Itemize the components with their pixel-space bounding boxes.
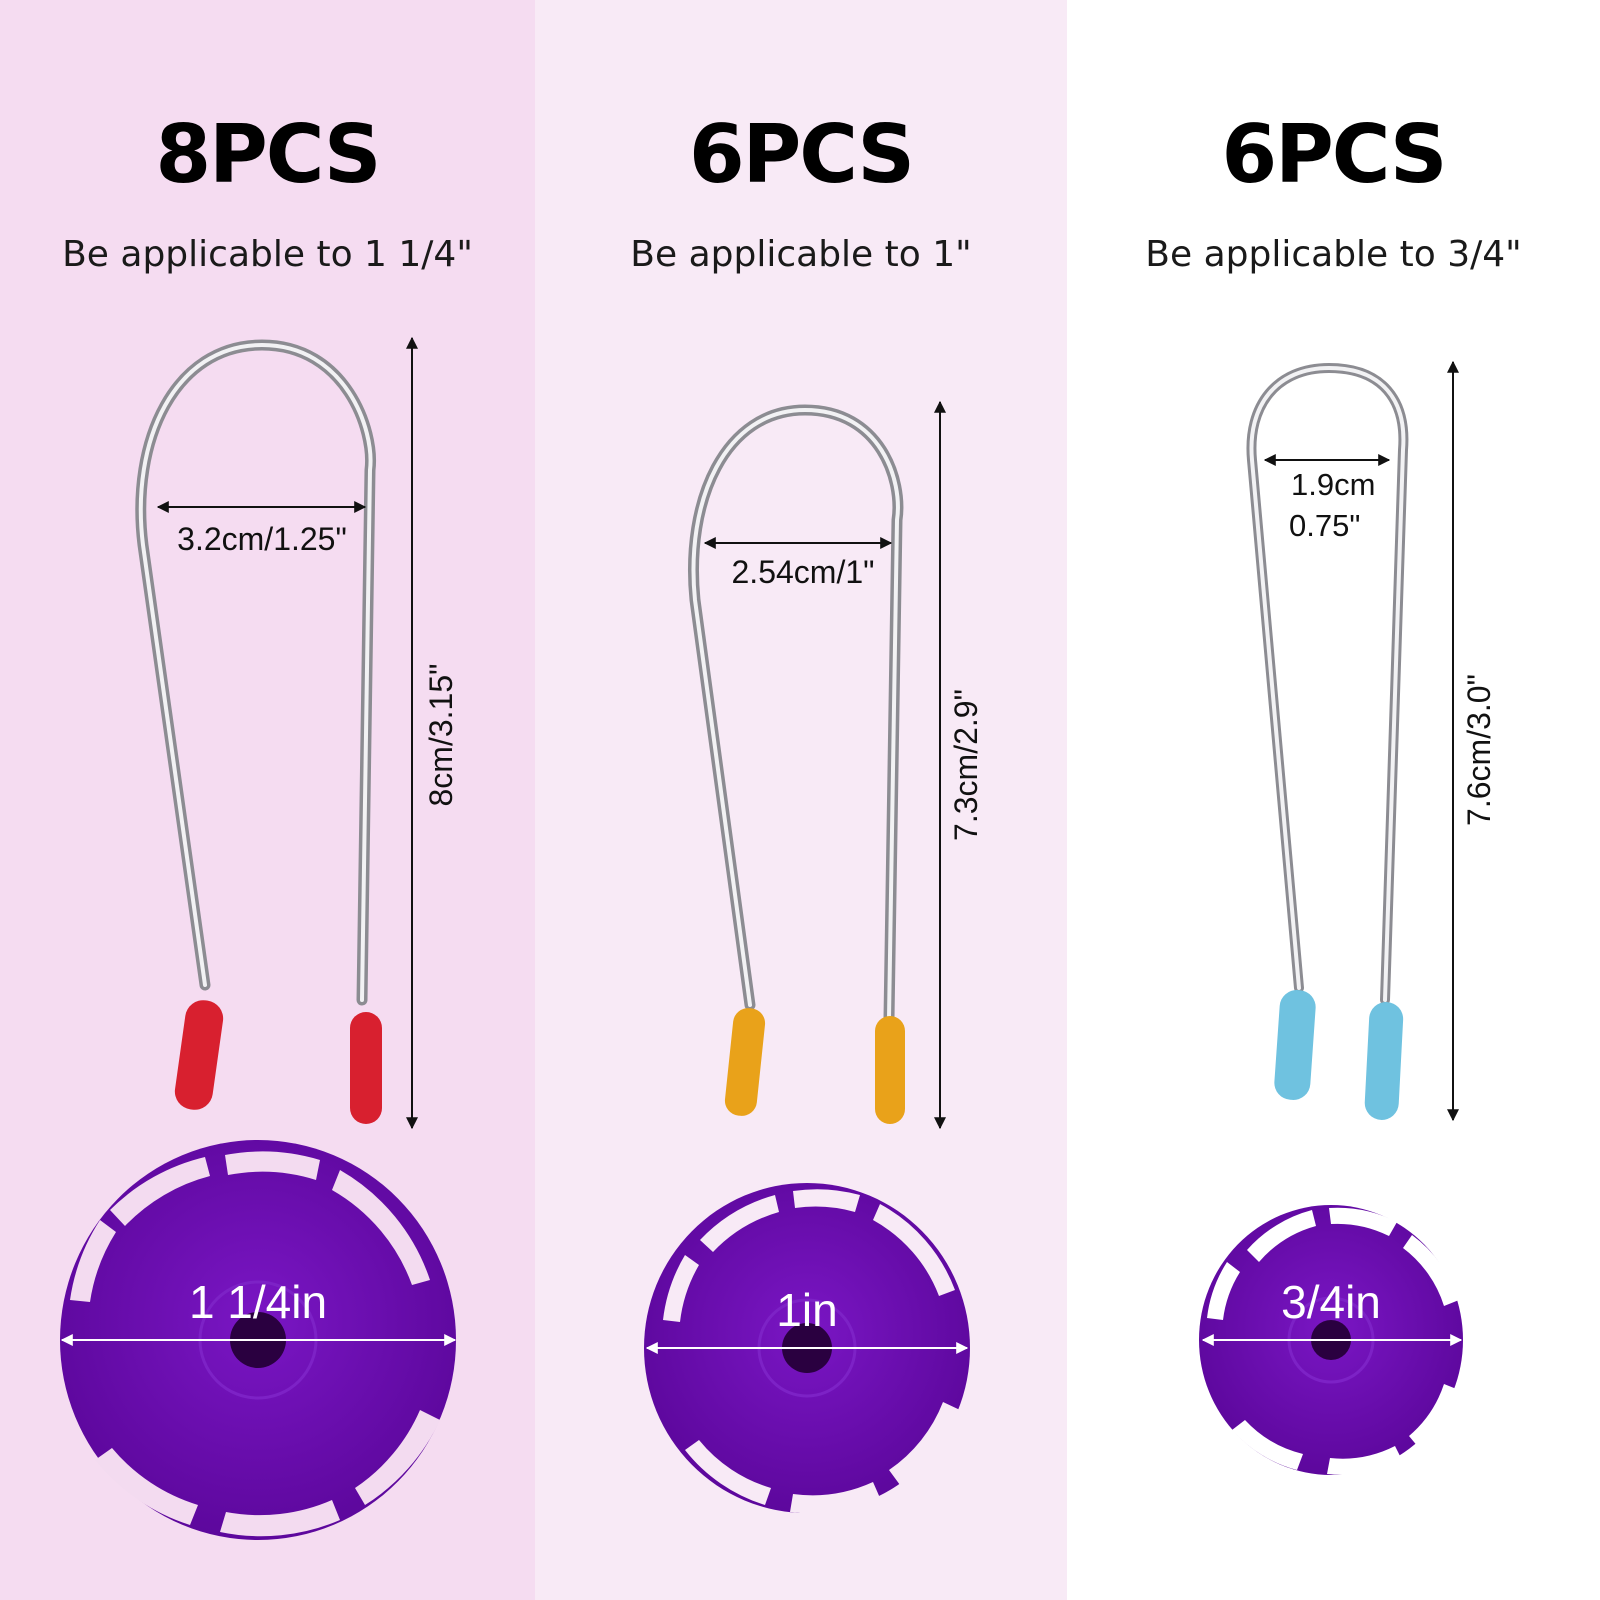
panel-3-cap-label: 3/4in xyxy=(1281,1276,1381,1328)
panel-3-height-label: 7.6cm/3.0" xyxy=(1461,674,1497,826)
panel-2-height-label: 7.3cm/2.9" xyxy=(948,689,984,841)
rubber-tip-left xyxy=(1274,990,1316,1100)
rubber-tip-right xyxy=(350,1012,382,1124)
panel-1-height-label: 8cm/3.15" xyxy=(423,664,459,807)
panel-1-illustration: 3.2cm/1.25" 8cm/3.15" 1 1/4in xyxy=(60,336,459,1540)
panel-2-applicable: Be applicable to 1" xyxy=(630,234,972,275)
tool-wire xyxy=(688,404,904,1024)
rubber-tip-right xyxy=(875,1016,905,1124)
panel-3-quarter-inch: 6PCS Be applicable to 3/4" 1.9cm xyxy=(1067,0,1600,1600)
panel-1-and-quarter-inch: 8PCS Be applicable to 1 1/4" xyxy=(0,0,535,1600)
panel-3-quantity: 6PCS xyxy=(1221,108,1447,201)
panel-2-illustration: 2.54cm/1" 7.3cm/2.9" 1in xyxy=(644,400,984,1514)
panel-1-quantity: 8PCS xyxy=(155,108,381,201)
purple-cap-small: 3/4in xyxy=(1199,1205,1463,1475)
panel-1-applicable: Be applicable to 1 1/4" xyxy=(62,234,473,275)
panel-2-width-label: 2.54cm/1" xyxy=(732,554,875,590)
tool-wire xyxy=(135,339,377,1006)
panel-2-quantity: 6PCS xyxy=(688,108,915,201)
panel-3-width-label-line2: 0.75" xyxy=(1289,508,1360,543)
panel-1-cap-label: 1 1/4in xyxy=(189,1276,327,1328)
panel-1-inch: 6PCS Be applicable to 1" 2.54cm/1" xyxy=(535,0,1067,1600)
panel-1-width-label: 3.2cm/1.25" xyxy=(177,521,347,557)
panel-3-width-label-line1: 1.9cm xyxy=(1291,467,1375,502)
rubber-tip-right xyxy=(1364,1002,1404,1120)
purple-cap-medium: 1in xyxy=(644,1183,970,1514)
rubber-tip-left xyxy=(724,1008,766,1116)
purple-cap-large: 1 1/4in xyxy=(60,1140,457,1540)
rubber-tip-left xyxy=(174,1000,224,1110)
panel-2-cap-label: 1in xyxy=(776,1284,837,1336)
panel-3-applicable: Be applicable to 3/4" xyxy=(1145,234,1522,275)
panel-3-illustration: 1.9cm 0.75" 7.6cm/3.0" 3/4in xyxy=(1199,360,1497,1475)
tool-wire xyxy=(1246,362,1409,1005)
